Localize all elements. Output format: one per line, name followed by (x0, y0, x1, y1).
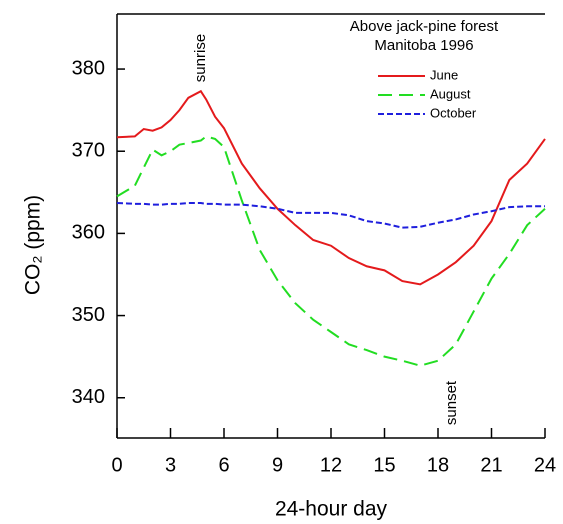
legend-label: October (430, 105, 477, 120)
x-tick-label: 6 (218, 454, 229, 476)
x-tick-label: 9 (272, 454, 283, 476)
x-tick-label: 12 (320, 454, 342, 476)
series-line (116, 135, 546, 367)
x-tick-label: 24 (534, 454, 556, 476)
series-line (116, 89, 546, 286)
y-tick-label: 380 (72, 57, 105, 79)
y-tick-label: 360 (72, 222, 105, 244)
legend-label: June (430, 67, 458, 82)
y-axis-label: CO₂ (ppm) (22, 195, 45, 295)
y-tick-label: 350 (72, 304, 105, 326)
y-tick-label: 370 (72, 140, 105, 162)
chart-title: Manitoba 1996 (374, 37, 473, 54)
x-tick-label: 21 (480, 454, 502, 476)
annotation: sunset (443, 380, 460, 425)
x-tick-label: 0 (111, 454, 122, 476)
annotation: sunrise (192, 34, 209, 82)
y-tick-label: 340 (72, 386, 105, 408)
x-tick-label: 18 (427, 454, 449, 476)
series-line (116, 201, 545, 229)
legend-label: August (430, 86, 471, 101)
x-tick-label: 3 (165, 454, 176, 476)
chart-title: Above jack-pine forest (350, 18, 499, 35)
x-tick-label: 15 (373, 454, 395, 476)
x-axis-label: 24-hour day (275, 498, 388, 521)
